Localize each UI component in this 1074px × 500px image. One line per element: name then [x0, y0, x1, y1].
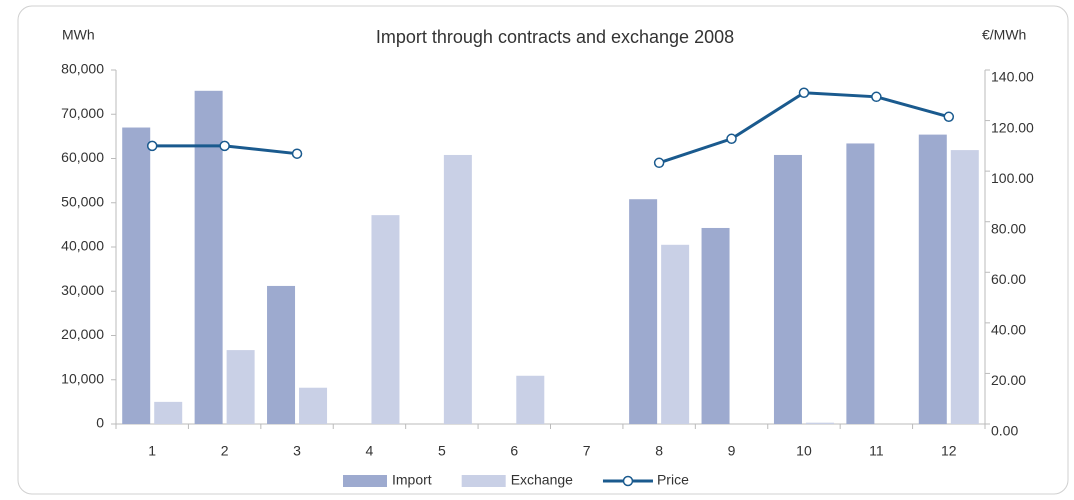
- y2-axis-label: €/MWh: [982, 27, 1026, 43]
- bar: [154, 401, 183, 424]
- x-tick-label: 1: [148, 443, 156, 459]
- legend-swatch: [461, 475, 506, 487]
- y2-tick-label: 100.00: [991, 170, 1034, 186]
- legend-marker: [622, 475, 634, 487]
- y-tick-label: 0: [96, 415, 104, 431]
- y2-tick-label: 20.00: [991, 372, 1026, 388]
- bar: [516, 375, 545, 424]
- y2-tick-label: 140.00: [991, 69, 1034, 85]
- y-tick-label: 60,000: [61, 149, 104, 165]
- x-tick-label: 6: [510, 443, 518, 459]
- bar: [773, 154, 802, 424]
- bar: [701, 227, 730, 424]
- x-tick-label: 7: [583, 443, 591, 459]
- y2-tick-label: 120.00: [991, 119, 1034, 135]
- x-tick-label: 2: [221, 443, 229, 459]
- bar: [443, 154, 472, 424]
- legend-label: Price: [657, 472, 689, 488]
- y-axis-label: MWh: [62, 27, 95, 43]
- bar: [918, 134, 947, 425]
- bar: [267, 285, 296, 424]
- line-marker: [798, 87, 810, 99]
- line-marker: [653, 157, 665, 169]
- y2-tick-label: 0.00: [991, 423, 1018, 439]
- y2-tick-label: 80.00: [991, 220, 1026, 236]
- y2-tick-label: 40.00: [991, 322, 1026, 338]
- x-tick-label: 5: [438, 443, 446, 459]
- bar: [194, 90, 223, 425]
- y-tick-label: 20,000: [61, 326, 104, 342]
- y-tick-label: 40,000: [61, 238, 104, 254]
- x-tick-label: 9: [728, 443, 736, 459]
- legend-label: Import: [392, 472, 432, 488]
- line-marker: [871, 91, 882, 103]
- bar: [805, 422, 834, 424]
- bar: [661, 244, 690, 424]
- y2-tick-label: 60.00: [991, 271, 1026, 287]
- bar: [950, 150, 979, 424]
- chart-title: Import through contracts and exchange 20…: [376, 27, 734, 47]
- bar: [371, 215, 400, 424]
- y-tick-label: 80,000: [61, 61, 104, 77]
- bar: [122, 127, 151, 425]
- y-tick-label: 50,000: [61, 193, 104, 209]
- bar: [629, 199, 658, 424]
- legend-label: Exchange: [511, 472, 573, 488]
- y-tick-label: 70,000: [61, 105, 104, 121]
- x-tick-label: 4: [366, 443, 374, 459]
- line-marker: [219, 140, 230, 152]
- y-tick-label: 30,000: [61, 282, 104, 298]
- line-marker: [291, 148, 303, 159]
- x-tick-label: 3: [293, 443, 301, 459]
- line-marker: [146, 140, 158, 152]
- line-marker: [943, 111, 955, 123]
- bar: [846, 143, 875, 424]
- x-tick-label: 11: [869, 443, 884, 459]
- legend-swatch: [343, 475, 387, 487]
- x-tick-label: 12: [941, 443, 957, 459]
- y-tick-label: 10,000: [61, 370, 104, 386]
- x-tick-label: 10: [796, 443, 812, 459]
- line-marker: [726, 133, 737, 145]
- bar: [226, 350, 255, 424]
- x-tick-label: 8: [655, 443, 663, 459]
- bar: [299, 387, 328, 424]
